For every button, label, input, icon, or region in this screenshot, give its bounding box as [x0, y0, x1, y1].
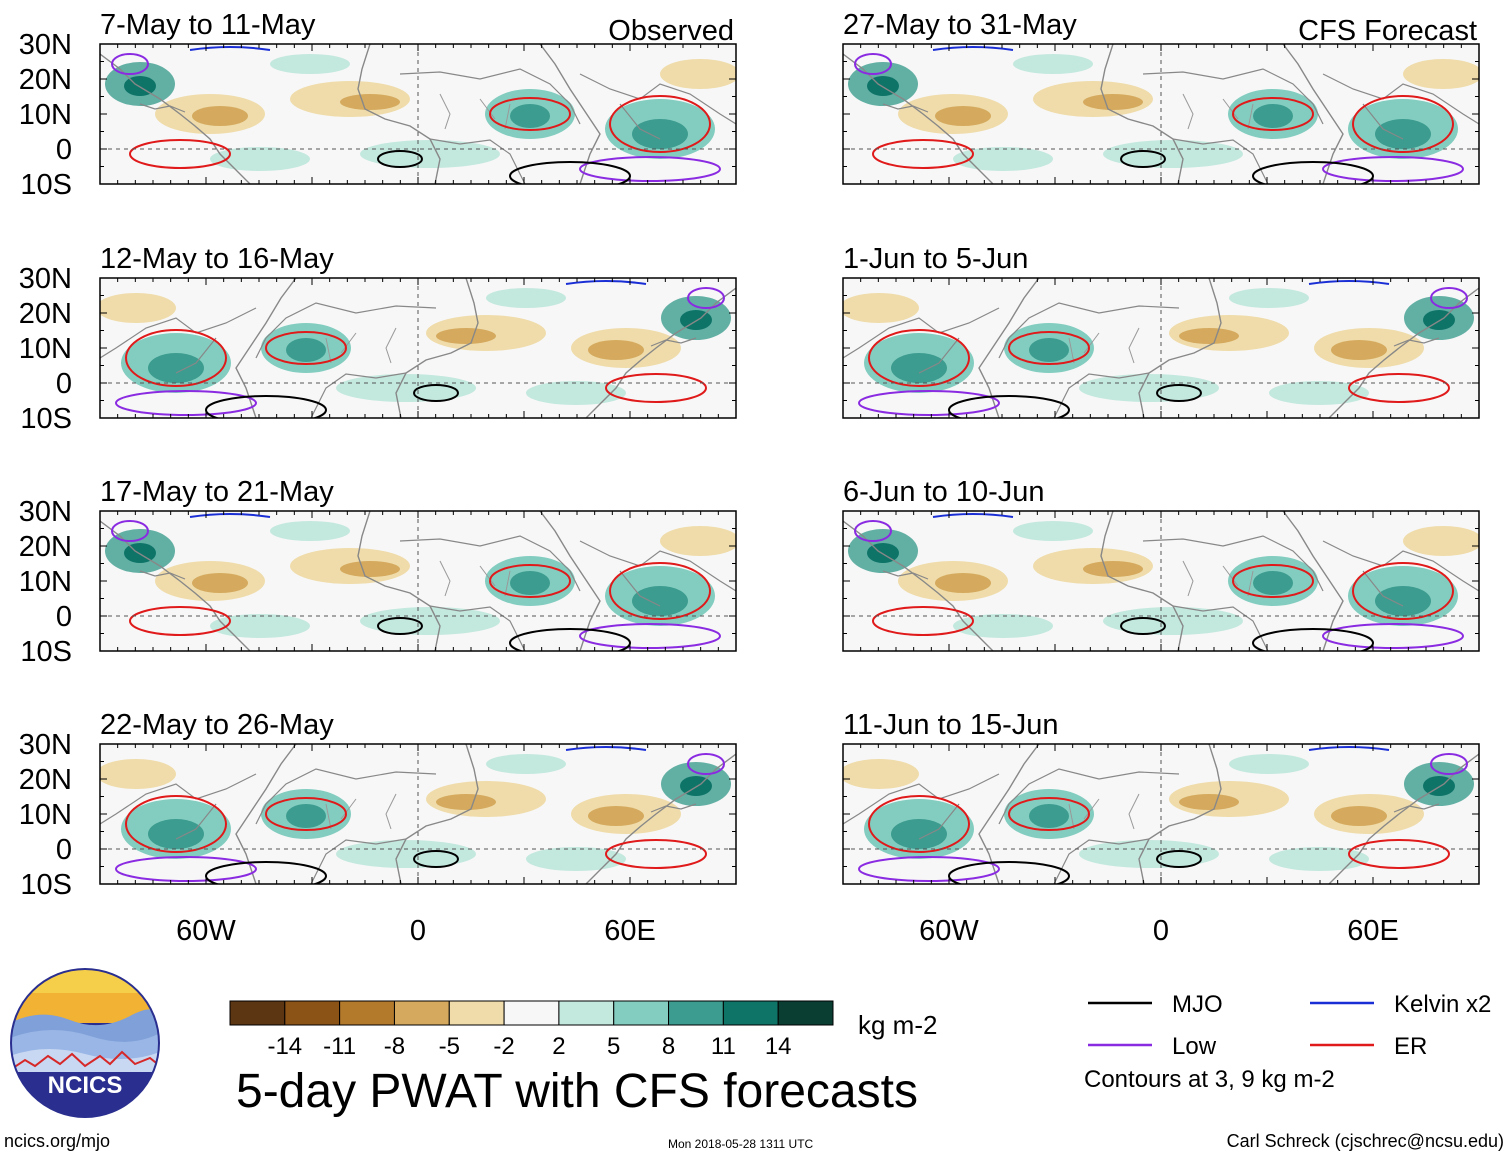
colorbar-tick-label: -8	[384, 1033, 405, 1060]
colorbar-swatch	[722, 1000, 779, 1026]
column-label: CFS Forecast	[1298, 15, 1477, 47]
lat-tick-label: 20N	[19, 64, 72, 96]
lat-tick-label: 0	[56, 368, 72, 400]
panel-period-label: 17-May to 21-May	[100, 476, 334, 508]
colorbar-tick-label: -5	[439, 1033, 460, 1060]
lat-tick-label: 20N	[19, 531, 72, 563]
colorbar-swatch	[229, 1000, 286, 1026]
colorbar-units: kg m-2	[858, 1010, 938, 1040]
panel-period-label: 27-May to 31-May	[843, 9, 1077, 41]
panel-period-label: 1-Jun to 5-Jun	[843, 243, 1028, 275]
lat-tick-label: 0	[56, 834, 72, 866]
colorbar-swatch	[777, 1000, 834, 1026]
lon-tick-label: 0	[410, 915, 426, 947]
contour-note: Contours at 3, 9 kg m-2	[1084, 1066, 1335, 1093]
colorbar-swatch	[613, 1000, 670, 1026]
lat-tick-label: 10S	[20, 869, 72, 901]
contour-legend: MJO Kelvin x2 Low ER	[1088, 991, 1491, 1060]
lat-tick-label: 20N	[19, 298, 72, 330]
colorbar-swatch	[339, 1000, 395, 1026]
colorbar-swatch	[393, 1000, 450, 1026]
lat-tick-label: 0	[56, 134, 72, 166]
ncics-logo: NCICS	[10, 968, 160, 1118]
lat-tick-label: 20N	[19, 764, 72, 796]
colorbar-tick-label: 14	[765, 1033, 792, 1060]
panel-period-label: 6-Jun to 10-Jun	[843, 476, 1045, 508]
lat-tick-label: 0	[56, 601, 72, 633]
lat-tick-label: 30N	[19, 729, 72, 761]
lon-tick-label: 60W	[919, 915, 979, 947]
colorbar-tick-label: -2	[493, 1033, 514, 1060]
panel-period-label: 11-Jun to 15-Jun	[843, 709, 1059, 741]
lat-tick-label: 30N	[19, 29, 72, 61]
footer-timestamp: Mon 2018-05-28 1311 UTC	[668, 1137, 814, 1151]
lon-tick-label: 60E	[1347, 915, 1399, 947]
colorbar-tick-label: -11	[323, 1033, 356, 1060]
column-label: Observed	[608, 15, 734, 47]
colorbar-swatch	[668, 1000, 724, 1026]
panel-period-label: 22-May to 26-May	[100, 709, 334, 741]
lat-tick-label: 10S	[20, 636, 72, 668]
lon-tick-label: 0	[1153, 915, 1169, 947]
colorbar-swatch	[558, 1000, 615, 1026]
map-panel: 6-Jun to 10-Jun	[842, 476, 1480, 652]
lat-tick-label: 10S	[20, 403, 72, 435]
map-panel: 27-May to 31-May CFS Forecast	[842, 9, 1480, 185]
lat-tick-label: 10N	[19, 333, 72, 365]
panel-period-label: 7-May to 11-May	[100, 9, 316, 41]
logo-text: NCICS	[48, 1072, 123, 1099]
lat-tick-label: 30N	[19, 496, 72, 528]
colorbar-swatch	[284, 1000, 341, 1026]
colorbar-tick-label: 5	[607, 1033, 620, 1060]
legend-label: ER	[1394, 1033, 1427, 1060]
legend-label: MJO	[1172, 991, 1223, 1018]
lat-tick-label: 10N	[19, 799, 72, 831]
lat-tick-label: 30N	[19, 263, 72, 295]
colorbar-tick-label: 11	[711, 1033, 736, 1060]
lon-tick-label: 60W	[176, 915, 236, 947]
lat-tick-label: 10S	[20, 169, 72, 201]
colorbar-swatch	[448, 1000, 505, 1026]
lat-tick-label: 10N	[19, 99, 72, 131]
panel-grid: 7-May to 11-May Observed30N20N10N010S12-M…	[19, 9, 1480, 947]
colorbar: -14 -11 -8 -5 -2 2 5 8 11 14	[229, 1000, 834, 1060]
footer-author: Carl Schreck (cjschrec@ncsu.edu)	[1226, 1131, 1504, 1151]
lat-tick-label: 10N	[19, 566, 72, 598]
lon-tick-label: 60E	[604, 915, 656, 947]
legend-label: Low	[1172, 1033, 1217, 1060]
panel-period-label: 12-May to 16-May	[100, 243, 334, 275]
colorbar-tick-label: 8	[662, 1033, 675, 1060]
colorbar-tick-label: 2	[552, 1033, 565, 1060]
map-panel: 11-Jun to 15-Jun 60W 0 60E	[842, 709, 1480, 947]
footer-url: ncics.org/mjo	[4, 1131, 111, 1151]
colorbar-swatch	[503, 1000, 560, 1026]
legend-label: Kelvin x2	[1394, 991, 1491, 1018]
colorbar-tick-label: -14	[267, 1033, 302, 1060]
map-panel: 1-Jun to 5-Jun	[842, 243, 1480, 419]
figure-title: 5-day PWAT with CFS forecasts	[236, 1065, 918, 1118]
